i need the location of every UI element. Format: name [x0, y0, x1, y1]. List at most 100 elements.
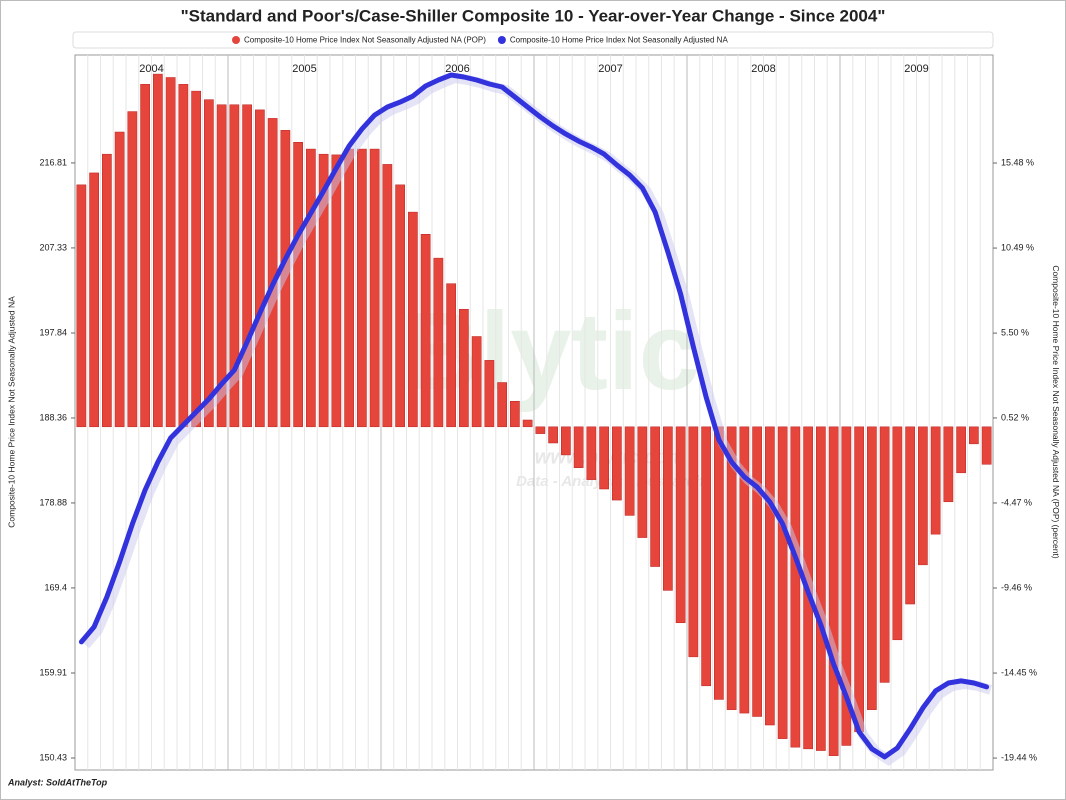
bar: [943, 426, 954, 503]
legend-box: [72, 31, 994, 49]
bar: [267, 118, 278, 428]
legend-label: Composite-10 Home Price Index Not Season…: [244, 36, 486, 45]
chart-title: "Standard and Poor's/Case-Shiller Compos…: [181, 6, 886, 25]
bar: [726, 426, 737, 710]
bar: [535, 426, 546, 434]
x-tick-label: 2007: [598, 63, 622, 75]
bar: [701, 426, 711, 687]
bar: [637, 426, 648, 538]
bar: [229, 104, 240, 428]
bar: [586, 426, 597, 480]
bar: [879, 426, 890, 683]
bar: [867, 426, 877, 710]
bar: [484, 360, 495, 428]
y2-tick-label: -9.46 %: [1001, 582, 1032, 592]
bar: [204, 99, 214, 428]
bar: [140, 84, 150, 428]
bar: [357, 148, 367, 428]
bar: [471, 336, 482, 428]
y2-tick-label: -19.44 %: [1001, 752, 1037, 762]
bar: [306, 148, 316, 428]
bar: [816, 426, 826, 751]
y2-tick-label: -14.45 %: [1001, 667, 1037, 677]
bar: [395, 184, 405, 428]
bar: [153, 73, 163, 428]
y2-axis-title: Composite-10 Home Price Index Not Season…: [1051, 265, 1061, 559]
bar: [331, 154, 342, 428]
bar: [497, 382, 507, 428]
bar: [612, 426, 622, 501]
bar: [433, 257, 444, 428]
bar: [599, 426, 609, 490]
legend-swatch: [232, 36, 240, 44]
bar: [242, 104, 252, 428]
y2-tick-label: 15.48 %: [1001, 157, 1034, 167]
bar: [828, 426, 839, 756]
y2-tick-label: 0.52 %: [1001, 412, 1029, 422]
bar: [765, 426, 775, 726]
bar: [981, 426, 992, 465]
bar: [930, 426, 941, 535]
bar: [76, 184, 87, 428]
bar: [165, 77, 176, 428]
bar: [918, 426, 928, 566]
x-tick-label: 2009: [904, 63, 928, 75]
bar: [969, 426, 979, 445]
y-tick-label: 216.81: [39, 157, 67, 167]
bar: [510, 401, 520, 428]
y-tick-label: 188.36: [39, 412, 67, 422]
y-tick-label: 150.43: [39, 752, 67, 762]
bar: [114, 131, 125, 428]
bar: [777, 426, 788, 739]
bar: [905, 426, 915, 605]
y2-tick-label: -4.47 %: [1001, 497, 1032, 507]
bar: [408, 211, 418, 428]
x-tick-label: 2005: [292, 63, 316, 75]
bar: [127, 111, 138, 428]
bar: [191, 90, 201, 428]
bar: [841, 426, 852, 746]
bar: [548, 426, 558, 444]
bar: [318, 153, 329, 428]
bar: [102, 153, 112, 428]
legend-label: Composite-10 Home Price Index Not Season…: [510, 36, 729, 45]
x-tick-label: 2004: [139, 63, 163, 75]
analyst-note: Analyst: SoldAtTheTop: [7, 777, 108, 787]
x-tick-label: 2008: [751, 63, 775, 75]
bar: [752, 426, 762, 717]
bar: [663, 426, 673, 591]
bar: [956, 426, 966, 474]
y-tick-label: 159.91: [39, 667, 67, 677]
bar: [369, 148, 380, 428]
bar: [675, 426, 686, 624]
bar: [688, 426, 699, 658]
bar: [216, 104, 227, 428]
y-tick-label: 169.4: [44, 582, 67, 592]
bar: [522, 419, 533, 428]
bar: [790, 426, 801, 748]
bar: [892, 426, 903, 641]
bar: [293, 141, 303, 428]
y-tick-label: 178.88: [39, 497, 67, 507]
bar: [854, 426, 864, 733]
bar: [459, 308, 469, 428]
y-tick-label: 207.33: [39, 242, 67, 252]
y2-tick-label: 5.50 %: [1001, 327, 1029, 337]
bar: [561, 426, 571, 456]
y-axis-title: Composite-10 Home Price Index Not Season…: [6, 296, 16, 528]
y-tick-label: 197.84: [39, 327, 67, 337]
legend-swatch: [497, 36, 506, 44]
x-tick-label: 2006: [445, 63, 469, 75]
y2-tick-label: 10.49 %: [1001, 242, 1034, 252]
bar: [714, 426, 724, 700]
line: [78, 72, 990, 760]
bar: [650, 426, 660, 567]
bar: [89, 172, 99, 428]
bar: [446, 283, 456, 428]
bar: [420, 234, 431, 428]
bar: [382, 164, 393, 428]
bar: [739, 426, 750, 714]
bar: [178, 84, 189, 428]
bar: [255, 109, 265, 428]
